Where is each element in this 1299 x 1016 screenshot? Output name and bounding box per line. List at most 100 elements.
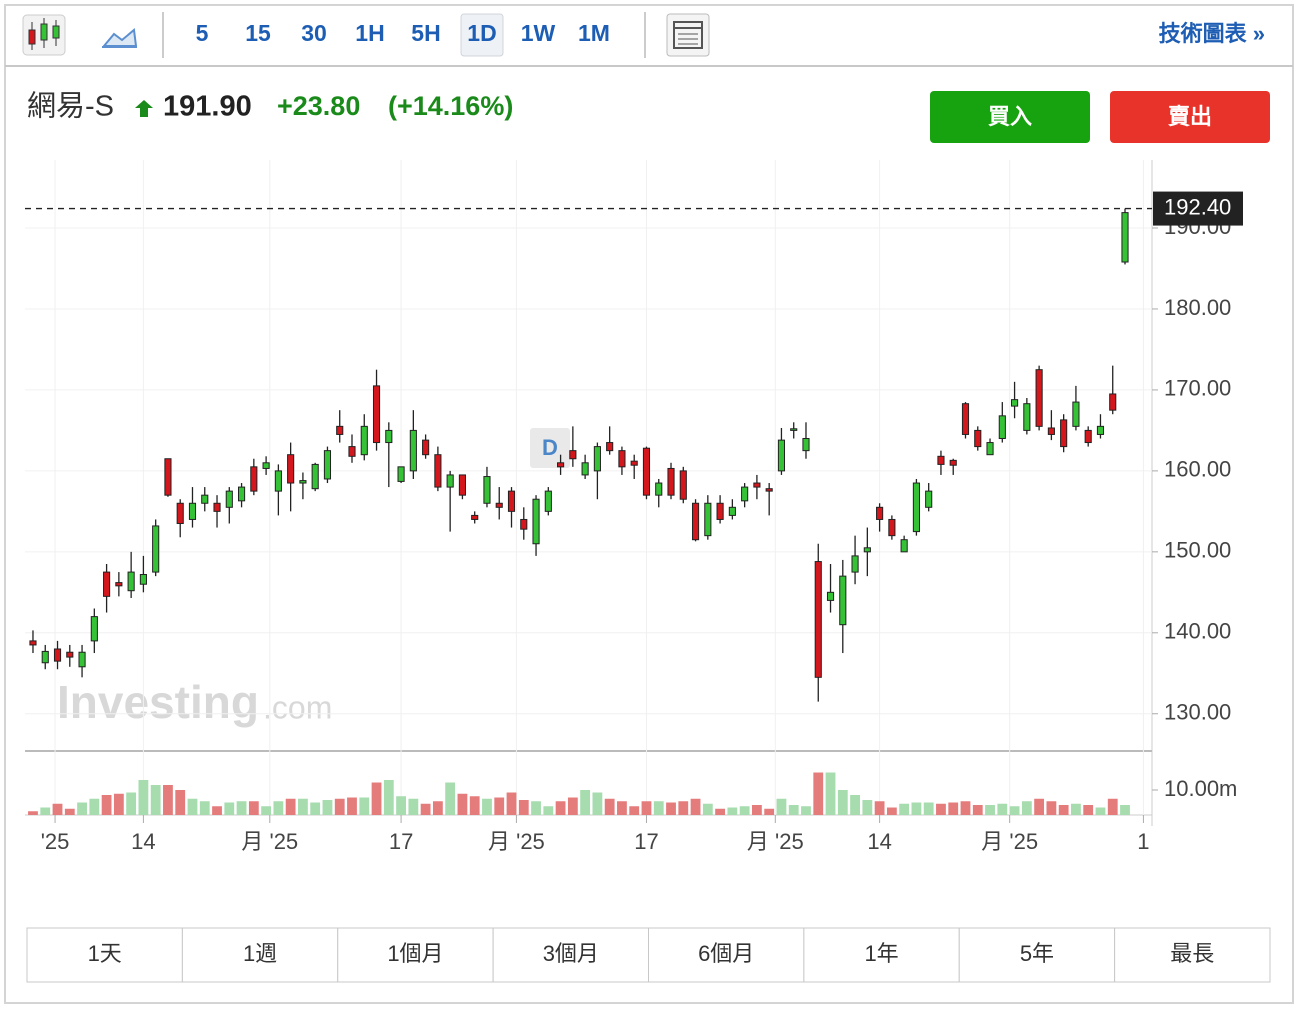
volume-bar xyxy=(383,780,394,815)
volume-bar xyxy=(236,801,247,815)
volume-bar xyxy=(985,805,995,815)
candle-body xyxy=(900,539,908,553)
interval[interactable]: 30 xyxy=(301,20,327,46)
candle-body xyxy=(397,466,405,482)
volume-bar xyxy=(40,807,51,815)
candle-body xyxy=(225,490,233,508)
candle-body xyxy=(912,482,920,533)
range-button[interactable] xyxy=(648,927,805,983)
marker[interactable]: D xyxy=(542,435,558,460)
range-label[interactable]: 1個月 xyxy=(387,941,443,966)
volume-bar xyxy=(310,802,321,815)
range-label[interactable]: 1年 xyxy=(864,941,898,966)
volume-bar xyxy=(629,806,640,815)
volume-bar xyxy=(334,798,345,815)
sell-label[interactable]: 賣出 xyxy=(1168,104,1212,129)
x-tick-label: 月 '25 xyxy=(981,829,1038,854)
volume-bar xyxy=(518,800,529,815)
range-button[interactable] xyxy=(1114,927,1271,983)
volume-bar xyxy=(175,790,186,815)
interval[interactable]: 1W xyxy=(521,20,556,46)
buy-button[interactable] xyxy=(930,91,1090,143)
candle-body xyxy=(826,591,835,601)
range-label[interactable]: 1週 xyxy=(243,941,277,966)
range-label[interactable]: 1天 xyxy=(88,941,122,966)
volume-bar xyxy=(113,793,124,815)
volume-bar xyxy=(126,792,137,815)
volume-bar xyxy=(408,798,419,815)
candle-body xyxy=(127,571,135,592)
buy-label[interactable]: 買入 xyxy=(988,104,1032,129)
range-label[interactable]: 最長 xyxy=(1170,941,1214,966)
volume-bar xyxy=(469,796,480,815)
range-button[interactable] xyxy=(803,927,960,983)
volume-bar xyxy=(1009,806,1020,815)
candle-body xyxy=(1109,393,1117,411)
interval[interactable]: 5 xyxy=(196,20,209,46)
sell-button[interactable] xyxy=(1110,91,1270,143)
volume-bar xyxy=(874,801,885,815)
candle-body xyxy=(753,482,761,488)
interval[interactable]: 1D xyxy=(467,20,496,46)
range-label[interactable]: 5年 xyxy=(1020,941,1054,966)
volume-bar xyxy=(1107,798,1118,815)
volume-bar xyxy=(285,798,296,815)
candle-body xyxy=(839,575,847,626)
tech-chart-link[interactable]: 技術圖表 » xyxy=(1159,21,1265,46)
candle-icon[interactable] xyxy=(22,14,66,56)
candle-body xyxy=(986,442,994,456)
volume-bar xyxy=(248,801,259,815)
volume-bar xyxy=(580,790,591,815)
volume-bar xyxy=(837,790,848,815)
volume-bar xyxy=(457,793,468,815)
volume-bar xyxy=(1083,805,1094,815)
candle-body xyxy=(1011,399,1019,407)
volume-bar xyxy=(972,805,983,815)
candle-body xyxy=(1121,212,1129,263)
line-icon[interactable] xyxy=(101,28,138,48)
volume-bar xyxy=(322,800,333,815)
range-button[interactable] xyxy=(958,927,1116,983)
y-tick-label: 180.00 xyxy=(1164,295,1231,320)
candle-body xyxy=(41,650,49,664)
volume-bar xyxy=(212,806,222,815)
candle-body xyxy=(925,490,933,508)
x-tick-label: 1 xyxy=(1137,829,1149,854)
volume-bar xyxy=(273,801,284,815)
candle-body xyxy=(385,429,393,444)
volume-bar xyxy=(555,801,566,815)
volume-bar xyxy=(739,806,750,815)
candle-body xyxy=(507,490,516,512)
x-tick-label: 月 '25 xyxy=(241,829,298,854)
volume-bar xyxy=(923,802,934,815)
candle-body xyxy=(66,651,74,658)
volume-bar xyxy=(494,797,505,815)
range-label[interactable]: 3個月 xyxy=(543,941,599,966)
candle-body xyxy=(741,486,749,502)
table-icon[interactable] xyxy=(666,13,710,57)
last-price-label: 192.40 xyxy=(1164,194,1231,219)
volume-bar xyxy=(432,801,443,815)
watermark: Investing xyxy=(57,676,259,728)
candle-body xyxy=(213,502,221,512)
interval[interactable]: 15 xyxy=(245,20,271,46)
y-tick-label: 160.00 xyxy=(1164,457,1231,482)
volume-bar xyxy=(653,801,664,815)
range-button[interactable] xyxy=(181,927,339,983)
range-button[interactable] xyxy=(492,927,649,983)
candle-body xyxy=(998,415,1006,439)
interval[interactable]: 5H xyxy=(411,20,440,46)
volume-bar xyxy=(420,803,431,815)
candle-body xyxy=(557,462,565,468)
range-label[interactable]: 6個月 xyxy=(698,941,754,966)
candle-body xyxy=(262,462,270,469)
candle-body xyxy=(299,480,307,484)
interval[interactable]: 1H xyxy=(355,20,384,46)
volume-bar xyxy=(28,811,38,815)
range-button[interactable] xyxy=(337,927,494,983)
volume-bar xyxy=(347,797,357,815)
candle-body xyxy=(311,463,319,490)
range-button[interactable] xyxy=(26,927,183,983)
interval[interactable]: 1M xyxy=(578,20,610,46)
